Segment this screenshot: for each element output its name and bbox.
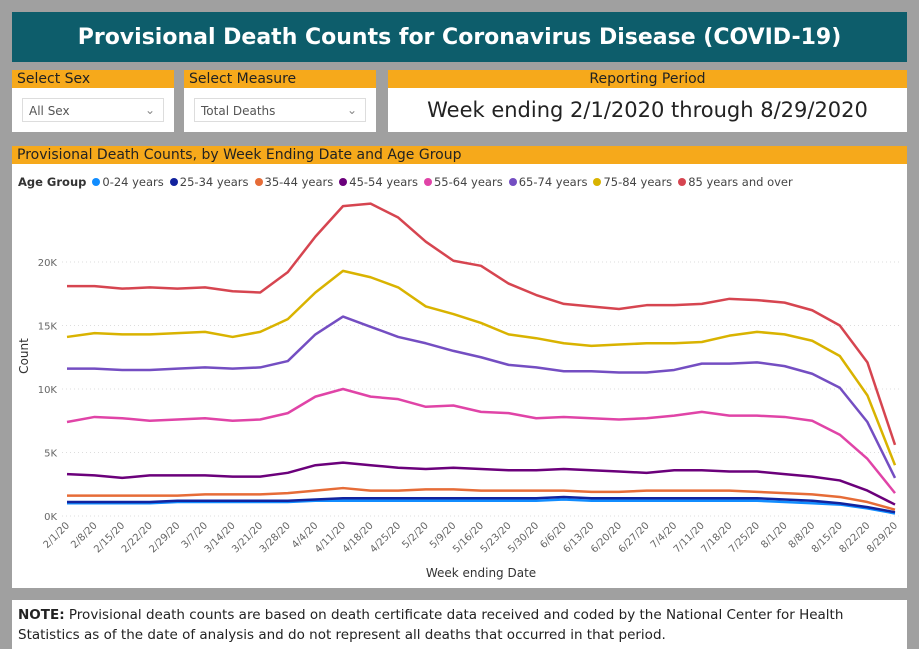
chart-title: Provisional Death Counts, by Week Ending…	[12, 146, 907, 164]
legend-item[interactable]: 45-54 years	[339, 175, 418, 189]
y-tick-label: 0K	[44, 512, 57, 523]
legend-dot-icon	[254, 178, 263, 186]
y-tick-label: 5K	[44, 449, 57, 460]
legend-item[interactable]: 0-24 years	[92, 175, 164, 189]
series-line-55-64-years	[66, 387, 896, 494]
reporting-period-label: Reporting Period	[388, 70, 907, 88]
sex-dropdown[interactable]: All Sex ⌄	[22, 98, 164, 122]
measure-dropdown-value: Total Deaths	[201, 104, 276, 118]
x-tick-label: 8/29/20	[865, 520, 900, 555]
measure-dropdown[interactable]: Total Deaths ⌄	[194, 98, 366, 122]
line-chart: 0K5K10K15K20K2/1/202/8/202/15/202/22/202…	[17, 202, 900, 580]
sex-filter-label: Select Sex	[12, 70, 174, 88]
legend-dot-icon	[593, 178, 602, 186]
series-line-35-44-years	[67, 486, 896, 511]
legend-label: 55-64 years	[433, 175, 503, 189]
legend-label: 75-84 years	[603, 175, 673, 189]
x-tick-label: 4/25/20	[368, 520, 403, 555]
note-box: NOTE: Provisional death counts are based…	[12, 600, 907, 649]
legend-item[interactable]: 35-44 years	[254, 175, 334, 189]
legend-label: 25-34 years	[179, 175, 249, 189]
series-line-85-years-and-over	[67, 202, 897, 446]
legend-item[interactable]: 25-34 years	[169, 175, 249, 189]
chevron-down-icon: ⌄	[346, 103, 357, 117]
reporting-period: Reporting Period Week ending 2/1/2020 th…	[388, 70, 907, 132]
legend-item[interactable]: 55-64 years	[423, 175, 503, 189]
chart-panel: Provisional Death Counts, by Week Ending…	[12, 146, 907, 588]
sex-dropdown-value: All Sex	[29, 104, 70, 118]
x-tick-label: 5/2/20	[400, 520, 431, 551]
measure-filter: Select Measure Total Deaths ⌄	[184, 70, 376, 132]
x-tick-label: 6/27/20	[617, 520, 652, 555]
x-tick-label: 2/1/20	[42, 520, 73, 551]
x-tick-label: 8/1/20	[759, 520, 790, 551]
measure-filter-label: Select Measure	[184, 70, 376, 88]
y-axis-title: Count	[17, 338, 31, 374]
sex-filter: Select Sex All Sex ⌄	[12, 70, 174, 132]
series-line-75-84-years	[66, 269, 897, 466]
x-axis-title: Week ending Date	[426, 566, 536, 580]
x-tick-label: 7/25/20	[727, 520, 762, 555]
x-tick-label: 3/28/20	[258, 520, 293, 555]
legend-dot-icon	[339, 178, 348, 186]
legend-label: 45-54 years	[349, 175, 418, 189]
reporting-period-value: Week ending 2/1/2020 through 8/29/2020	[388, 88, 907, 132]
legend-dot-icon	[678, 178, 687, 186]
legend-dot-icon	[423, 178, 432, 186]
series-line-45-54-years	[66, 461, 896, 506]
dashboard-title: Provisional Death Counts for Coronavirus…	[12, 12, 907, 62]
legend: Age Group 0-24 years 25-34 years 35-44 yea…	[18, 175, 793, 189]
legend-item[interactable]: 85 years and over	[678, 175, 793, 189]
legend-item[interactable]: 75-84 years	[593, 175, 672, 189]
legend-label: 85 years and over	[688, 175, 793, 189]
note-prefix: NOTE:	[18, 607, 65, 623]
x-tick-label: 2/29/20	[147, 520, 182, 555]
chevron-down-icon: ⌄	[144, 103, 155, 117]
y-tick-label: 20K	[38, 258, 58, 269]
legend-label: 65-74 years	[518, 175, 588, 189]
series-line-65-74-years	[67, 315, 897, 479]
legend-dot-icon	[92, 178, 101, 186]
legend-label: 35-44 years	[264, 175, 334, 189]
y-tick-label: 15K	[38, 322, 58, 333]
y-tick-label: 10K	[38, 385, 58, 396]
legend-dot-icon	[169, 178, 178, 186]
note-text: Provisional death counts are based on de…	[18, 607, 844, 643]
series-line-0-24-years	[67, 498, 896, 515]
x-tick-label: 5/30/20	[506, 520, 541, 555]
legend-title: Age Group	[18, 175, 87, 189]
legend-item[interactable]: 65-74 years	[508, 175, 588, 189]
legend-dot-icon	[508, 178, 517, 186]
legend-label: 0-24 years	[102, 175, 164, 189]
series-line-25-34-years	[67, 495, 896, 514]
